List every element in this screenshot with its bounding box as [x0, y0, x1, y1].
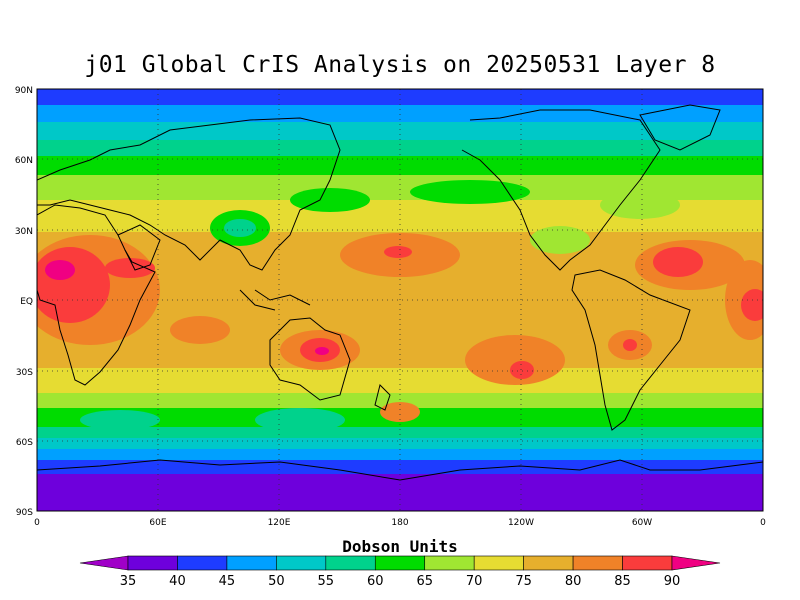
graticule: [37, 89, 763, 511]
colorbar-max-arrow: [671, 555, 721, 571]
lon-tick-label: 60E: [149, 518, 166, 528]
lat-tick-label: 60N: [15, 156, 33, 166]
colorbar-level-label: 55: [318, 574, 335, 589]
lon-tick-label: 0: [760, 518, 766, 528]
colorbar-level-label: 45: [219, 574, 236, 589]
colorbar-level-label: 85: [614, 574, 631, 589]
lat-tick-label: 90N: [15, 86, 33, 96]
colorbar-swatch: [622, 555, 673, 571]
lon-axis: 0 60E 120E 180 120W 60W 0: [34, 518, 766, 528]
colorbar-level-label: 50: [268, 574, 285, 589]
colorbar-swatch: [374, 555, 426, 571]
lon-tick-label: 120W: [508, 518, 534, 528]
lat-tick-label: 30N: [15, 227, 33, 237]
lat-tick-label: 30S: [16, 368, 33, 378]
colorbar-swatch: [572, 555, 623, 571]
colorbar-level-label: 60: [367, 574, 384, 589]
lat-tick-label: 60S: [16, 438, 33, 448]
lon-tick-label: 0: [34, 518, 40, 528]
colorbar-level-label: 40: [169, 574, 186, 589]
colorbar-level-label: 35: [120, 574, 137, 589]
colorbar-min-arrow: [79, 555, 129, 571]
lat-tick-label: EQ: [20, 297, 33, 307]
colorbar-swatch: [523, 555, 574, 571]
lon-tick-label: 120E: [268, 518, 291, 528]
colorbar-swatch: [276, 555, 327, 571]
colorbar-level-label: 65: [416, 574, 433, 589]
colorbar-level-label: 90: [664, 574, 681, 589]
colorbar-level-label: 80: [565, 574, 582, 589]
colorbar-swatch: [177, 555, 228, 571]
colorbar-swatch: [325, 555, 376, 571]
colorbar-swatch: [127, 555, 178, 571]
coastlines: [37, 104, 763, 481]
colorbar-units-label: Dobson Units: [342, 537, 458, 556]
colorbar-swatch: [424, 555, 475, 571]
colorbar-level-label: 70: [466, 574, 483, 589]
lat-axis: 90N 60N 30N EQ 30S 60S 90S: [15, 86, 33, 518]
map-frame: [36, 88, 764, 512]
colorbar: 35 40 45 50 55 60 65 70 75 80 85 90: [79, 555, 721, 589]
colorbar-swatch: [226, 555, 277, 571]
colorbar-swatch: [473, 555, 524, 571]
lon-tick-label: 180: [391, 518, 408, 528]
lat-tick-label: 90S: [16, 508, 33, 518]
colorbar-level-label: 75: [515, 574, 532, 589]
map-title: j01 Global CrIS Analysis on 20250531 Lay…: [84, 52, 716, 78]
lon-tick-label: 60W: [632, 518, 652, 528]
